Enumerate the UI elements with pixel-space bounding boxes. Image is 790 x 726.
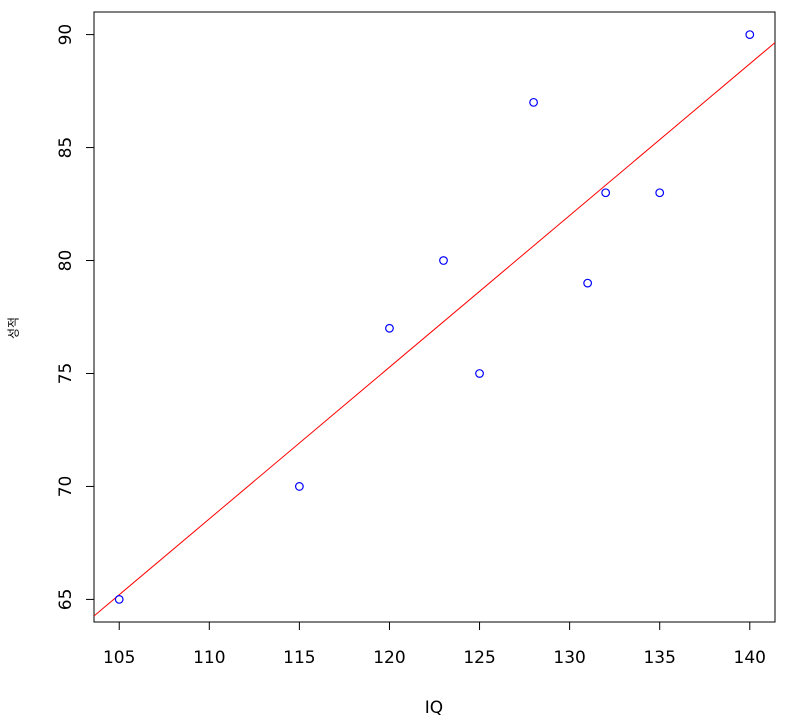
y-tick-label: 70 (56, 476, 76, 498)
point (601, 188, 611, 198)
x-tick-label: 140 (734, 648, 766, 668)
x-tick-label: 115 (283, 648, 315, 668)
point (583, 278, 593, 288)
fit-line (94, 42, 775, 617)
y-axis-label: 성적 (7, 317, 21, 339)
y-tick-label: 75 (56, 363, 76, 385)
x-tick-label: 135 (643, 648, 675, 668)
y-tick-label: 90 (56, 24, 76, 46)
x-tick-label: 110 (193, 648, 225, 668)
x-axis-label: IQ (425, 698, 443, 718)
point (294, 482, 304, 491)
y-tick-label: 65 (56, 589, 76, 611)
x-tick-label: 125 (463, 648, 495, 668)
point (385, 323, 394, 333)
y-tick-label: 85 (56, 137, 76, 159)
point (655, 188, 665, 198)
x-tick-label: 120 (373, 648, 405, 668)
point (745, 30, 755, 39)
x-tick-label: 130 (553, 648, 585, 668)
point (114, 595, 124, 604)
y-tick-label: 80 (56, 250, 76, 272)
point (529, 97, 538, 107)
x-tick-label: 105 (103, 648, 135, 668)
point (439, 256, 448, 265)
point (475, 369, 484, 378)
